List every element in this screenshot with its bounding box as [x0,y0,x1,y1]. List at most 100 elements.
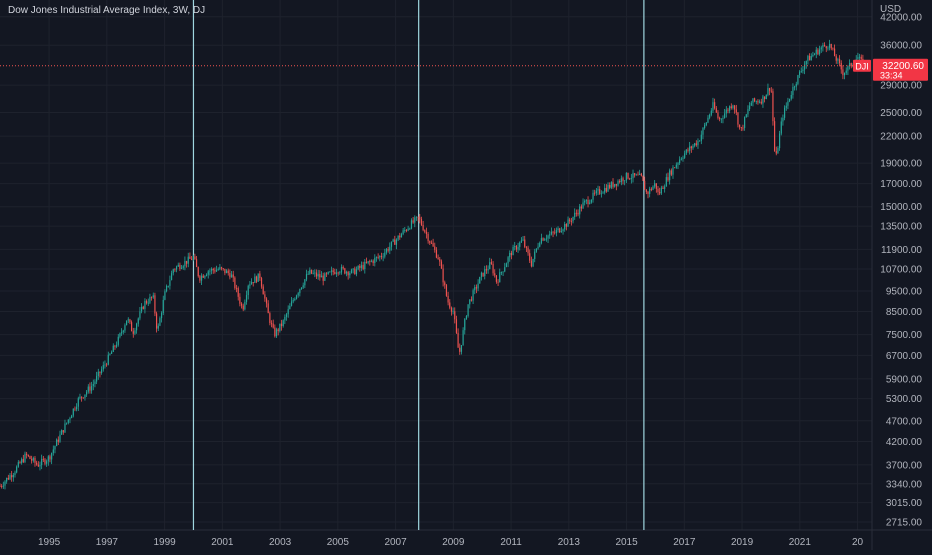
candle-body [184,260,186,267]
candle-body [810,56,812,61]
candle-body [620,178,622,183]
candle-body [74,408,76,410]
candle-body [405,230,408,231]
candle-body [317,274,319,277]
candle-body [477,283,479,289]
candle-body [222,268,224,270]
candle-body [309,269,311,274]
candle-body [77,398,79,407]
y-tick-label: 8500.00 [886,307,923,318]
candle-body [107,354,109,365]
candle-body [793,86,796,88]
y-tick-label: 29000.00 [880,81,922,92]
candle-body [787,101,789,106]
candle-body [235,288,238,289]
candle-body [670,170,672,175]
candle-body [745,114,747,118]
x-tick-label: 1995 [38,537,61,548]
candle-body [527,247,529,254]
candle-body [372,260,374,263]
candle-body [532,258,534,267]
candle-body [592,192,594,200]
y-tick-label: 15000.00 [880,202,922,213]
candle-body [385,249,388,253]
candle-body [239,296,241,304]
candle-body [549,234,551,236]
candle-body [267,303,269,314]
candle-body [818,49,821,55]
candle-body [780,121,782,134]
candle-body [570,221,572,222]
candle-body [634,173,636,176]
candle-body [782,117,784,122]
candle-body [828,43,831,48]
candle-body [687,149,689,151]
candle-body [545,238,547,240]
candle-body [169,280,171,286]
candle-body [305,274,308,280]
candle-body [564,224,566,230]
candle-body [197,267,199,277]
candle-body [504,267,506,272]
candle-body [627,172,629,179]
candle-body [512,246,514,256]
candle-body [584,200,586,203]
candle-body [19,462,21,464]
y-tick-label: 3700.00 [886,460,923,471]
candle-body [182,266,184,268]
candle-body [719,117,721,119]
candle-body [160,313,163,319]
candle-body [617,181,619,186]
candle-body [332,270,334,273]
candle-body [357,265,359,270]
candle-body [612,182,614,187]
candle-body [244,301,246,310]
candle-body [575,212,577,214]
candle-body [205,274,208,276]
candle-body [330,270,333,272]
candle-body [277,329,279,332]
candle-body [740,127,742,129]
candle-body [407,228,409,231]
candle-body [455,319,458,333]
candle-body [659,192,661,194]
candle-body [59,434,61,442]
candle-body [600,193,602,195]
candle-body [342,266,344,269]
candle-body [312,273,314,274]
x-tick-label: 1997 [96,537,119,548]
candle-body [474,287,476,291]
candle-body [689,146,691,151]
candle-body [807,56,809,61]
candle-body [858,56,861,58]
candle-body [97,371,99,377]
candle-body [412,220,414,223]
candle-body [190,258,193,260]
candle-body [219,267,221,270]
candle-body [574,212,576,217]
candle-body [507,257,509,264]
candle-body [765,94,767,99]
candle-body [134,330,136,334]
candle-body [62,430,64,433]
candle-body [324,273,326,281]
candle-body [820,47,822,50]
candle-body [769,88,771,91]
candle-body [92,384,94,387]
candle-body [150,296,153,298]
candle-body [530,260,532,267]
candle-body [562,229,564,232]
candle-body [492,263,494,274]
candle-body [655,183,657,189]
candle-body [81,396,83,398]
candle-body [572,216,574,222]
candle-body [679,159,681,164]
candle-body [116,344,118,347]
candle-body [227,270,229,274]
candle-body [404,230,406,231]
candle-body [487,269,489,271]
candle-body [664,186,666,189]
candle-body [724,113,726,118]
candle-body [270,322,273,324]
